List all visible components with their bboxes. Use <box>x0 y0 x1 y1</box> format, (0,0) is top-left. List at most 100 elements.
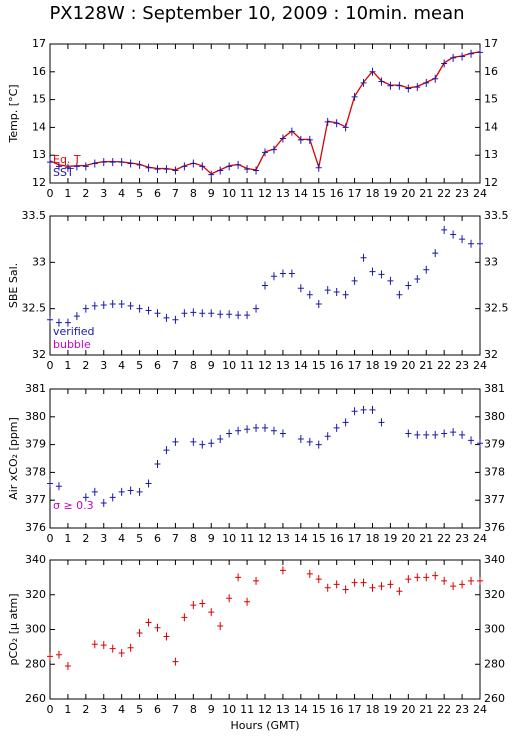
x-tick-label: 6 <box>154 359 161 372</box>
data-point <box>217 166 224 175</box>
x-tick-label: 12 <box>258 532 272 545</box>
x-tick-label: 13 <box>276 187 290 200</box>
x-tick-label: 13 <box>276 359 290 372</box>
data-point <box>378 77 385 86</box>
data-point <box>405 575 412 584</box>
y-tick-label: 381 <box>25 382 46 395</box>
x-tick-label: 24 <box>473 187 487 200</box>
x-axis-label: Hours (GMT) <box>230 719 299 732</box>
legend-entry: verified <box>53 325 95 338</box>
x-tick-label: 19 <box>383 703 397 716</box>
y-tick-label: 260 <box>25 692 46 705</box>
data-point <box>450 230 457 239</box>
data-point <box>82 493 89 502</box>
y-tick-label: 340 <box>25 553 46 566</box>
data-point <box>333 287 340 296</box>
data-point <box>199 309 206 318</box>
y-tick-label: 12 <box>484 176 498 189</box>
y-tick-label: 300 <box>484 623 505 636</box>
data-point <box>235 311 242 320</box>
data-point <box>163 632 170 641</box>
data-point <box>100 641 107 650</box>
data-point <box>145 618 152 627</box>
data-point <box>324 432 331 441</box>
x-tick-label: 4 <box>118 187 125 200</box>
data-point <box>163 313 170 322</box>
data-point <box>477 439 483 448</box>
data-point <box>405 281 412 290</box>
data-point <box>172 166 179 175</box>
data-point <box>244 597 251 606</box>
data-point <box>181 309 188 318</box>
data-point <box>360 253 367 262</box>
y-tick-label: 379 <box>25 438 46 451</box>
chart-title: PX128W : September 10, 2009 : 10min. mea… <box>49 3 464 24</box>
x-tick-label: 10 <box>222 703 236 716</box>
data-point <box>64 661 71 670</box>
y-tick-label: 33 <box>32 255 46 268</box>
data-point <box>405 84 412 93</box>
legend-entry: SST <box>53 166 74 179</box>
data-point <box>73 312 80 321</box>
data-point <box>423 430 430 439</box>
x-tick-label: 22 <box>437 703 451 716</box>
data-point <box>468 576 475 585</box>
y-tick-label: 377 <box>484 493 505 506</box>
data-point <box>190 601 197 610</box>
y-tick-label: 378 <box>484 465 505 478</box>
x-tick-label: 23 <box>455 703 469 716</box>
data-point <box>279 134 286 143</box>
data-point <box>217 310 224 319</box>
data-point <box>136 628 143 637</box>
data-point <box>253 304 260 313</box>
data-point <box>172 315 179 324</box>
data-point <box>450 53 457 62</box>
data-point <box>118 300 125 309</box>
x-tick-label: 18 <box>366 359 380 372</box>
data-point <box>378 582 385 591</box>
data-point <box>55 650 62 659</box>
data-point <box>172 437 179 446</box>
data-point <box>450 428 457 437</box>
data-point <box>154 309 161 318</box>
x-tick-label: 17 <box>348 359 362 372</box>
data-point <box>226 310 233 319</box>
data-point <box>127 159 134 168</box>
data-point <box>217 435 224 444</box>
data-point <box>91 301 98 310</box>
data-point <box>306 437 313 446</box>
y-axis-label: pCO₂ [μ atm] <box>7 593 20 665</box>
y-tick-label: 15 <box>484 93 498 106</box>
data-point <box>396 81 403 90</box>
y-tick-label: 13 <box>32 148 46 161</box>
y-tick-label: 33.5 <box>484 209 509 222</box>
x-tick-label: 2 <box>82 532 89 545</box>
y-tick-label: 340 <box>484 553 505 566</box>
data-point <box>477 48 483 57</box>
x-tick-label: 3 <box>100 359 107 372</box>
x-tick-label: 2 <box>82 359 89 372</box>
x-tick-label: 18 <box>366 187 380 200</box>
data-point <box>351 92 358 101</box>
y-tick-label: 320 <box>25 588 46 601</box>
data-point <box>432 249 439 258</box>
y-axis-label: Temp. [°C] <box>7 84 20 143</box>
data-point <box>414 573 421 582</box>
data-point <box>279 566 286 575</box>
data-point <box>315 300 322 309</box>
data-point <box>369 583 376 592</box>
data-point <box>253 166 260 175</box>
x-tick-label: 10 <box>222 532 236 545</box>
data-point <box>477 576 483 585</box>
y-tick-label: 32.5 <box>22 302 47 315</box>
data-point <box>145 306 152 315</box>
data-point <box>208 608 215 617</box>
x-tick-label: 19 <box>383 359 397 372</box>
x-tick-label: 0 <box>47 532 54 545</box>
y-tick-label: 381 <box>484 382 505 395</box>
data-point <box>297 435 304 444</box>
data-point <box>226 594 233 603</box>
data-point <box>297 284 304 293</box>
x-tick-label: 24 <box>473 359 487 372</box>
